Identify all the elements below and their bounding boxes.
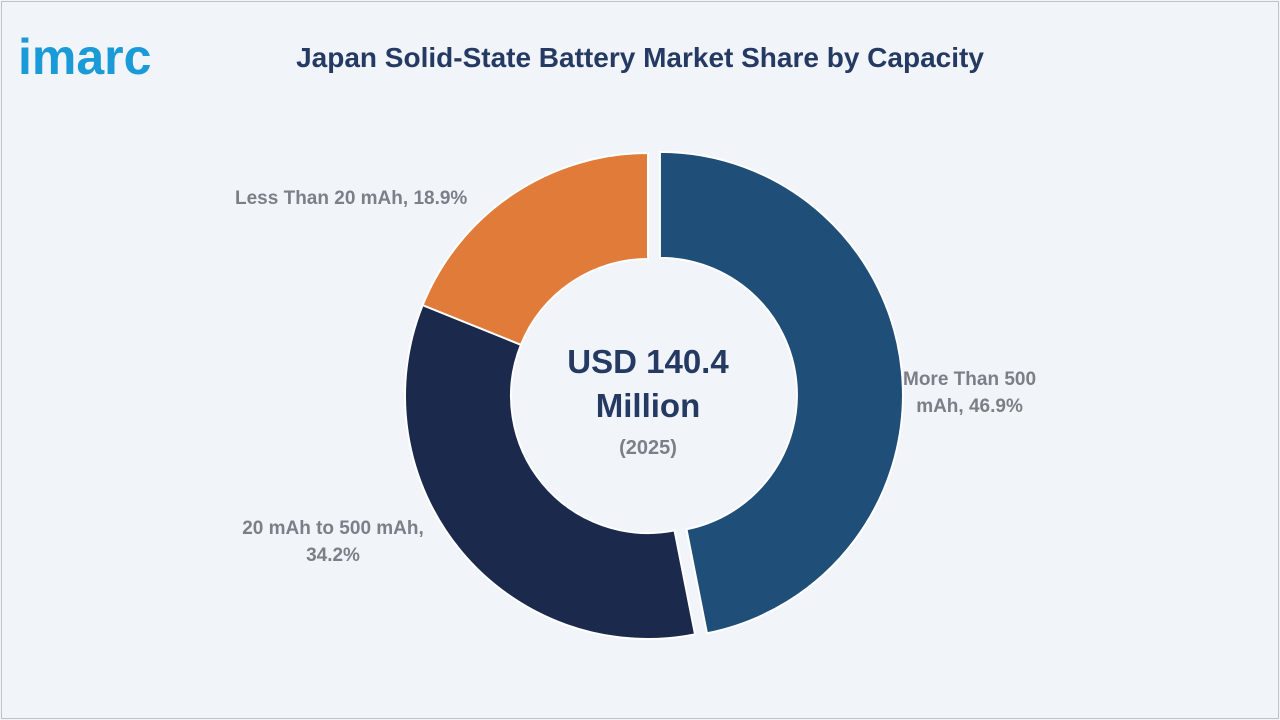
slice-label-more-than-500: More Than 500 mAh, 46.9% — [903, 366, 1036, 420]
label-line: More Than 500 — [903, 369, 1037, 390]
center-total-value: USD 140.4 Million — [528, 340, 768, 428]
imarc-logo: imarc — [18, 34, 151, 82]
logo-text: imarc — [18, 34, 151, 82]
label-line: 34.2% — [306, 545, 360, 566]
donut-slice-less-than-20-mah — [421, 151, 649, 347]
center-year: (2025) — [619, 437, 677, 459]
slice-label-20-to-500: 20 mAh to 500 mAh, 34.2% — [228, 515, 438, 569]
chart-title: Japan Solid-State Battery Market Share b… — [296, 42, 984, 73]
donut-hole — [512, 260, 784, 532]
label-line: 20 mAh to 500 mAh, — [242, 518, 424, 539]
donut-slice-20-mah-to-500-mah — [404, 303, 697, 640]
label-line: mAh, 46.9% — [916, 396, 1023, 417]
label-line: Less Than 20 mAh, 18.9% — [235, 188, 468, 209]
donut-slice-more-than-500-mah — [658, 150, 904, 635]
slice-label-less-than-20: Less Than 20 mAh, 18.9% — [235, 185, 467, 212]
center-value-line: Million — [595, 387, 701, 424]
center-value-line: USD 140.4 — [567, 343, 729, 380]
